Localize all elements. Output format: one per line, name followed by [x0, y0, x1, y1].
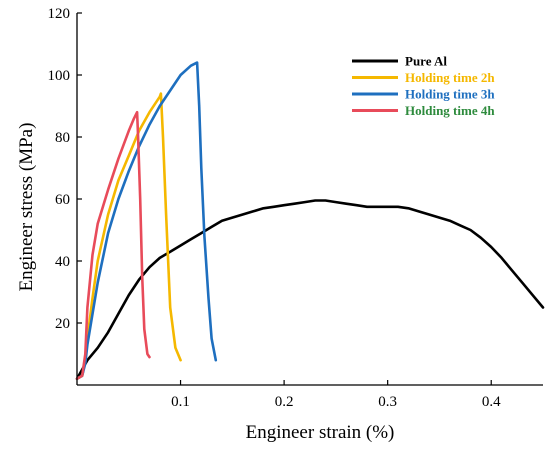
series-layer: [75, 61, 545, 381]
legend-label: Holding time 4h: [405, 103, 495, 118]
series-line-0: [75, 199, 545, 381]
y-axis-title: Engineer stress (MPa): [16, 123, 37, 292]
x-tick-label: 0.3: [378, 394, 397, 410]
y-ticks: 20 40 60 80 100 120: [48, 6, 82, 332]
x-ticks: 0.1 0.2 0.3 0.4: [171, 380, 501, 410]
series-line-2: [75, 61, 218, 381]
x-tick-label: 0.1: [171, 394, 190, 410]
series-line-3: [75, 110, 151, 381]
x-tick-label: 0.4: [482, 394, 501, 410]
legend-label: Holding time 2h: [405, 70, 495, 85]
y-tick-label: 120: [48, 6, 71, 22]
y-tick-label: 100: [48, 68, 71, 84]
axes-layer: 0.1 0.2 0.3 0.4 20 40 60 80 100 120: [48, 6, 543, 410]
y-tick-label: 20: [55, 316, 70, 332]
series-line-1: [75, 92, 182, 381]
legend-label: Pure Al: [405, 54, 447, 69]
legend-label: Holding time 3h: [405, 87, 495, 102]
y-tick-label: 80: [55, 130, 70, 146]
y-tick-label: 40: [55, 254, 70, 270]
y-tick-label: 60: [55, 192, 70, 208]
x-axis-title: Engineer strain (%): [246, 422, 395, 443]
x-tick-label: 0.2: [275, 394, 294, 410]
